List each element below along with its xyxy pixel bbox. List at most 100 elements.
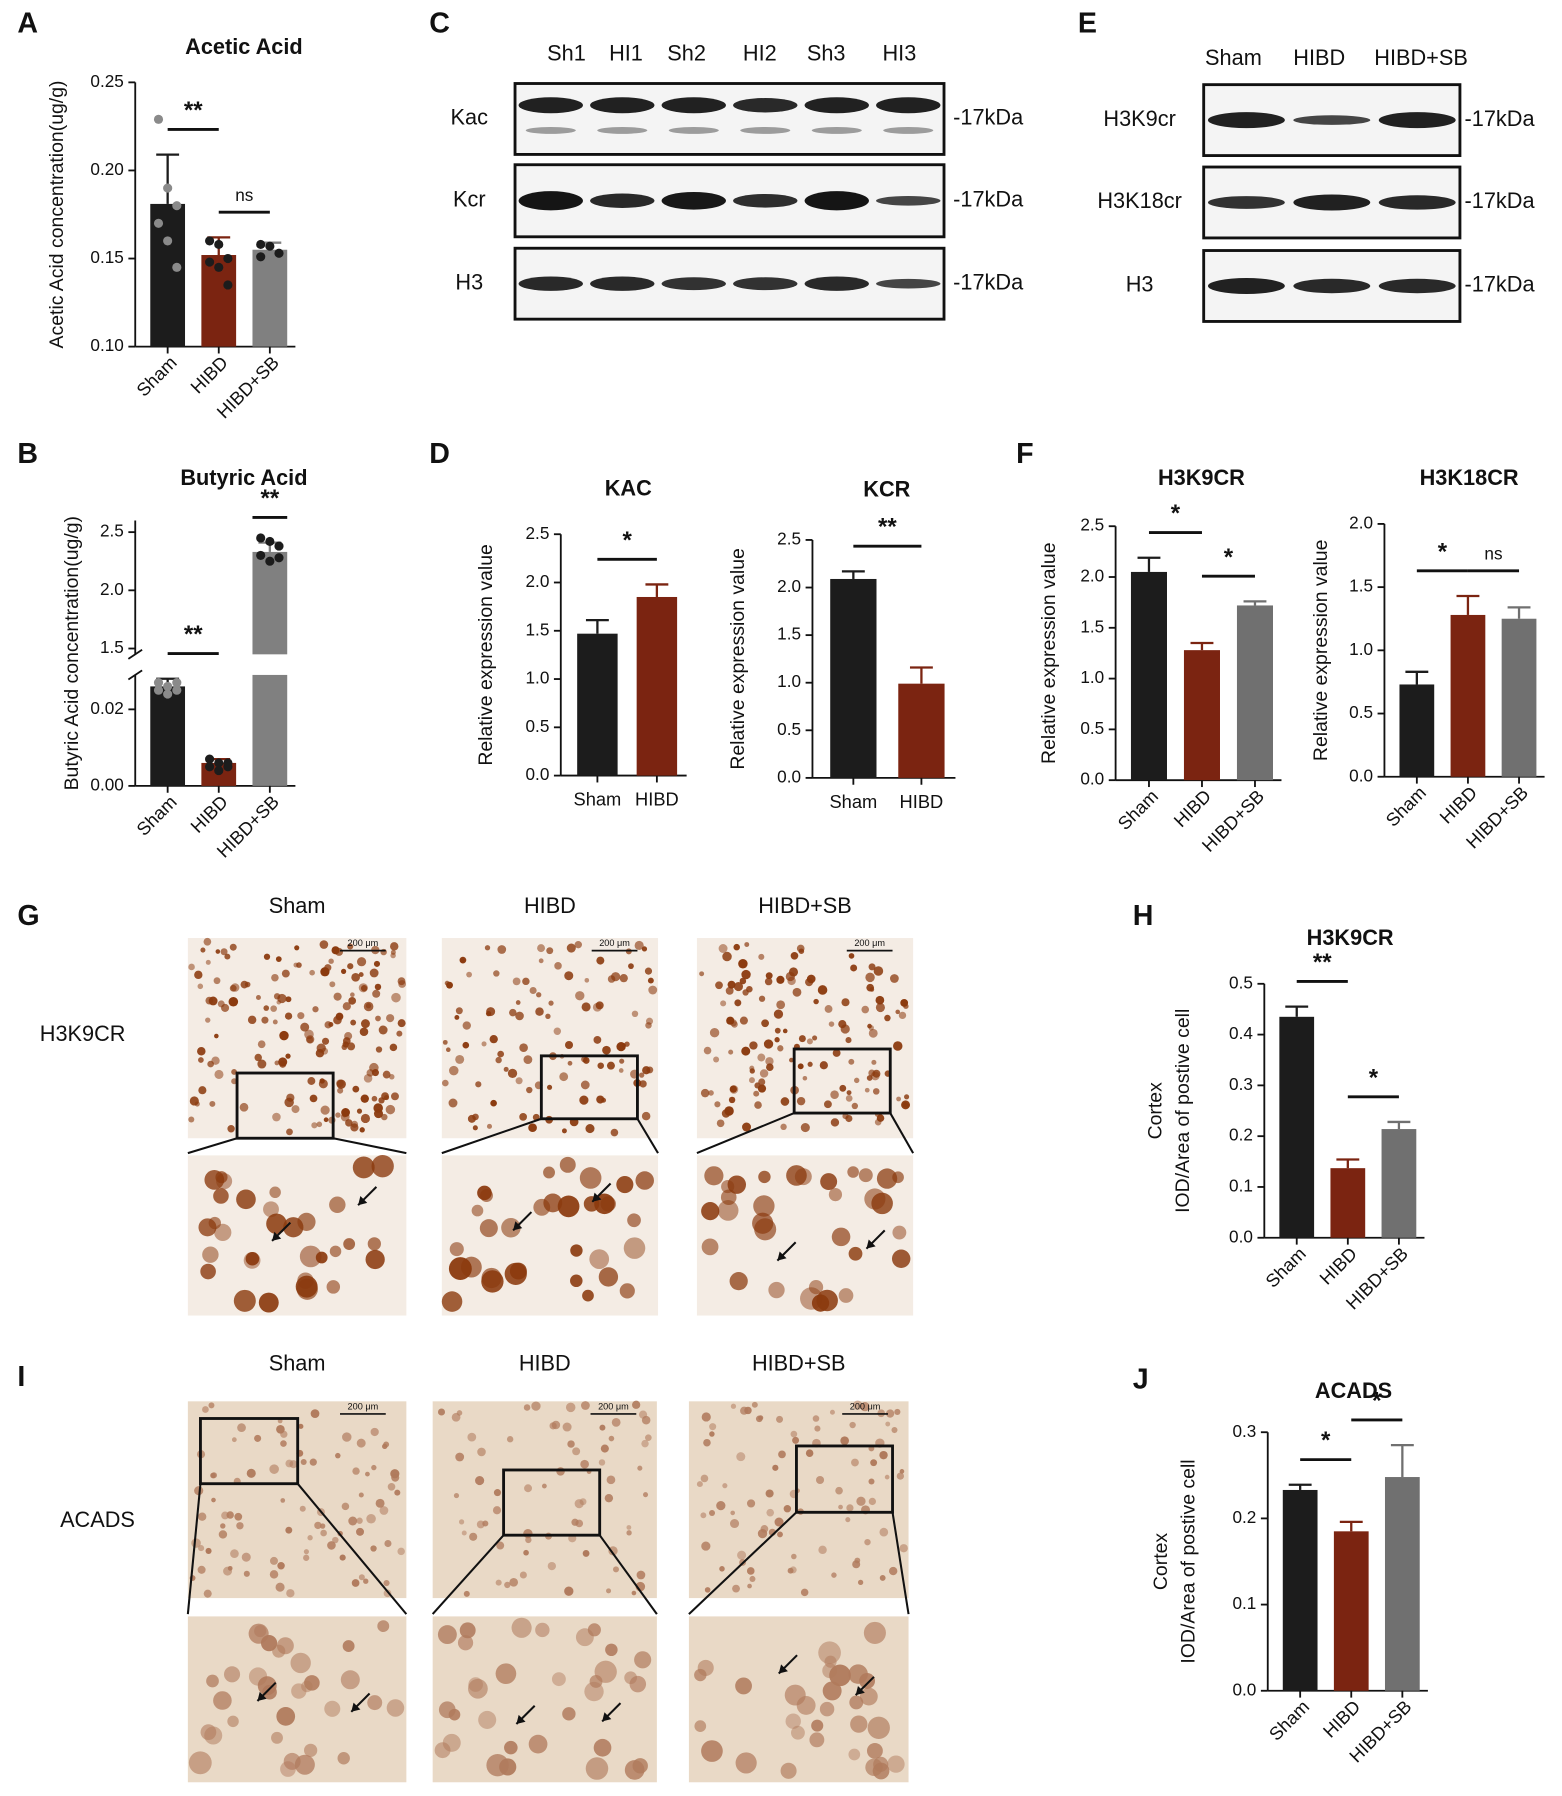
y-tick-label: 0.5 <box>1229 972 1253 992</box>
stained-cell <box>387 1482 396 1491</box>
stained-cell <box>749 1041 758 1050</box>
stained-cell <box>254 1434 262 1442</box>
stained-cell <box>829 1664 851 1687</box>
stained-cell <box>239 1102 249 1112</box>
stained-cell <box>699 971 705 977</box>
stained-cell <box>598 1459 606 1466</box>
stained-cell <box>562 1422 572 1432</box>
stained-cell <box>890 974 899 983</box>
stained-cell <box>884 1014 891 1022</box>
stained-cell <box>845 1095 853 1102</box>
stained-cell <box>449 1065 459 1076</box>
significance-label: * <box>1171 500 1181 527</box>
stained-cell <box>634 940 644 951</box>
stained-cell <box>515 1011 524 1021</box>
stained-cell <box>348 1516 358 1526</box>
stained-cell <box>455 1007 463 1015</box>
stained-cell <box>873 1756 889 1772</box>
y-tick-label: 0.25 <box>90 71 123 91</box>
blot-band <box>518 97 583 114</box>
stained-cell <box>892 1171 904 1184</box>
stained-cell <box>597 1062 604 1069</box>
stained-cell <box>758 1078 766 1086</box>
stained-cell <box>254 1053 262 1062</box>
stained-cell <box>639 1080 647 1088</box>
stained-cell <box>484 945 491 951</box>
stained-cell <box>386 1014 395 1023</box>
bar <box>150 203 186 347</box>
stained-cell <box>335 1112 341 1118</box>
panel-letter: E <box>1078 8 1097 40</box>
stained-cell <box>812 1035 818 1041</box>
stained-cell <box>700 1474 709 1483</box>
stained-cell <box>519 1043 528 1053</box>
stained-cell <box>375 1498 385 1508</box>
stained-cell <box>497 1050 505 1058</box>
y-tick-label: 0.5 <box>526 716 550 736</box>
stained-cell <box>879 1527 889 1537</box>
row-label: Kac <box>451 105 489 130</box>
panel-letter: C <box>429 8 450 40</box>
stained-cell <box>722 1483 728 1489</box>
stained-cell <box>761 1019 769 1028</box>
chart-title: KCR <box>863 476 910 501</box>
stained-cell <box>373 960 381 967</box>
stained-cell <box>511 1617 532 1638</box>
stained-cell <box>638 1410 648 1419</box>
blot-band <box>876 97 941 114</box>
stained-cell <box>870 1459 878 1467</box>
arrow-head <box>351 1702 361 1712</box>
panel-letter: F <box>1016 438 1033 470</box>
scale-bar-label: 200 μm <box>599 938 630 948</box>
stained-cell <box>340 1112 350 1122</box>
stained-cell <box>272 1019 278 1025</box>
stained-cell <box>566 943 576 953</box>
stained-cell <box>561 1128 567 1134</box>
data-point <box>256 252 266 262</box>
blot-band <box>804 97 869 114</box>
x-tick-label: HIBD <box>186 352 232 398</box>
stained-cell <box>304 1029 314 1040</box>
stained-cell <box>758 1170 771 1184</box>
stained-cell <box>589 1249 610 1269</box>
stained-cell <box>551 1672 566 1687</box>
y-tick-label: 2.0 <box>777 576 801 596</box>
stained-cell <box>616 1041 626 1052</box>
stained-cell <box>205 1547 212 1554</box>
stained-cell <box>729 1085 739 1094</box>
stained-cell <box>824 1100 832 1109</box>
stained-cell <box>800 1123 810 1133</box>
stained-cell <box>310 1409 320 1419</box>
stained-cell <box>697 1659 714 1676</box>
stained-cell <box>645 1434 652 1441</box>
chart-title: H3K9CR <box>1307 925 1394 950</box>
significance-label: * <box>622 527 632 554</box>
stained-cell <box>772 1464 779 1471</box>
significance-label: ns <box>235 185 253 205</box>
stained-cell <box>198 1086 207 1095</box>
stained-cell <box>291 1105 300 1114</box>
stained-cell <box>197 983 204 990</box>
zoom-box <box>199 1417 300 1486</box>
stained-cell <box>749 1575 756 1582</box>
stained-cell <box>531 1401 541 1411</box>
stained-cell <box>828 1188 843 1202</box>
stained-cell <box>608 1435 615 1442</box>
stained-cell <box>390 952 396 959</box>
stained-cell <box>732 1584 740 1593</box>
y-tick-label: 1.0 <box>1080 667 1104 687</box>
stained-cell <box>198 1218 217 1237</box>
stained-cell <box>629 1675 647 1693</box>
stained-cell <box>545 1013 551 1019</box>
x-tick-label: Sham <box>132 791 181 840</box>
y-tick-label: 1.5 <box>1080 616 1104 636</box>
stained-cell <box>314 1521 322 1530</box>
bar <box>577 633 618 776</box>
stained-cell <box>857 1579 864 1586</box>
stained-cell <box>229 943 237 951</box>
stained-cell <box>189 1096 199 1106</box>
arrow-head <box>855 1685 865 1696</box>
stained-cell <box>493 970 500 977</box>
